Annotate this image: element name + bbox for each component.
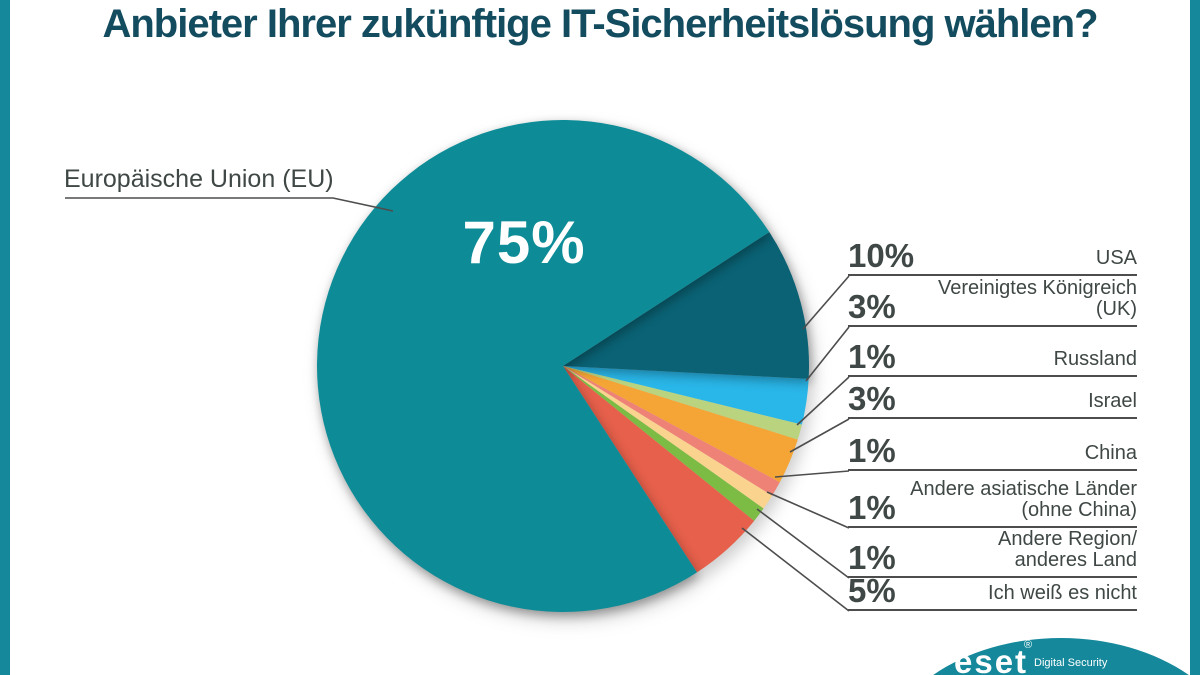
pie-slice-1 <box>563 232 809 379</box>
legend-label: USA <box>1095 247 1137 270</box>
legend-label: Russland <box>1053 348 1137 371</box>
legend-row-2: 3% Vereinigtes Königreich (UK) <box>848 276 1137 327</box>
legend-leader-line-4 <box>774 470 850 478</box>
legend-row-6: 1% Andere asiatische Länder (ohne China) <box>848 477 1137 528</box>
left-border-bar <box>0 0 10 675</box>
legend-row-7: 1% Andere Region/ anderes Land <box>848 527 1137 578</box>
leader-lines <box>65 197 850 612</box>
right-border-bar <box>1190 0 1200 675</box>
pie-slice-8 <box>563 366 755 573</box>
pie-slice-4 <box>563 366 798 483</box>
legend-percentage: 3% <box>848 287 896 325</box>
legend-percentage: 1% <box>848 488 896 526</box>
legend-row-1: 10% USA <box>848 236 1137 276</box>
eu-slice-label: Europäische Union (EU) <box>64 165 334 193</box>
legend-row-5: 1% China <box>848 431 1137 471</box>
legend-percentage: 1% <box>848 431 896 469</box>
legend-label: Andere asiatische Länder (ohne China) <box>910 477 1137 522</box>
legend-label: Andere Region/ anderes Land <box>998 527 1137 572</box>
legend-row-8: 5% Ich weiß es nicht <box>848 571 1137 611</box>
legend-leader-line-3 <box>789 418 850 453</box>
legend-percentage: 1% <box>848 337 896 375</box>
legend-percentage: 5% <box>848 571 896 609</box>
legend-label: Vereinigtes Königreich (UK) <box>937 276 1137 321</box>
pie-slice-7 <box>563 366 764 521</box>
legend-label: Israel <box>1088 390 1137 413</box>
legend-row-3: 1% Russland <box>848 337 1137 377</box>
pie-center-percentage: 75% <box>462 209 586 276</box>
logo-background-ellipse <box>933 638 1189 675</box>
legend-row-4: 3% Israel <box>848 379 1137 419</box>
pie-slice-0 <box>316 119 770 612</box>
legend-leader-line-7 <box>741 527 850 612</box>
legend-leader-line-2 <box>796 376 850 426</box>
legend-label: China <box>1084 442 1137 465</box>
legend-leader-line-6 <box>756 508 850 579</box>
legend-leader-line-0 <box>802 275 850 330</box>
pie-chart <box>316 119 809 612</box>
legend-percentage: 10% <box>848 236 915 274</box>
legend-percentage: 1% <box>848 538 896 576</box>
pie-slice-3 <box>563 366 802 440</box>
eu-leader-line <box>65 197 394 212</box>
pie-slice-5 <box>563 366 780 496</box>
legend-leader-line-1 <box>805 326 850 382</box>
legend-label: Ich weiß es nicht <box>988 582 1137 605</box>
registered-trademark-icon: ® <box>1024 639 1033 651</box>
pie-slice-2 <box>563 366 809 425</box>
legend-leader-line-5 <box>766 491 850 529</box>
logo-tagline: Digital Security <box>1034 657 1108 669</box>
legend-percentage: 3% <box>848 379 896 417</box>
eset-logo-wordmark: eset <box>954 643 1029 675</box>
chart-title: Anbieter Ihrer zukünftige IT-Sicherheits… <box>102 2 1098 46</box>
pie-slice-6 <box>563 366 773 509</box>
